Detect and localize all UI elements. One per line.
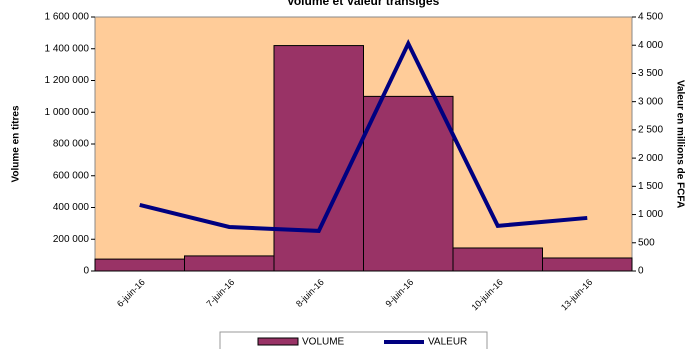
chart-title: Volume et Valeur transigés xyxy=(287,0,440,8)
bar xyxy=(363,95,454,272)
y-tick-label: 1 400 000 xyxy=(45,43,90,54)
legend-label: VOLUME xyxy=(302,337,345,348)
x-tick-label: 13-juin-16 xyxy=(559,277,594,312)
y2-axis-title: Valeur en millions de FCFA xyxy=(674,80,685,208)
y-tick-label: 200 000 xyxy=(53,234,90,245)
x-tick-label: 6-juin-16 xyxy=(115,277,147,309)
bar xyxy=(542,257,633,272)
y2-tick-label: 0 xyxy=(638,266,644,277)
legend-label: VALEUR xyxy=(428,337,467,348)
bar xyxy=(273,45,364,272)
y2-tick-label: 3 500 xyxy=(638,68,663,79)
y2-tick-label: 1 500 xyxy=(638,181,663,192)
y2-tick-label: 2 500 xyxy=(638,125,663,136)
y2-tick-label: 2 000 xyxy=(638,153,663,164)
bar xyxy=(184,255,275,272)
y-tick-label: 1 000 000 xyxy=(45,107,90,118)
y-tick-label: 600 000 xyxy=(53,170,90,181)
bar xyxy=(94,258,185,272)
y-tick-label: 400 000 xyxy=(53,202,90,213)
y2-tick-label: 4 000 xyxy=(638,40,663,51)
y-axis-title: Volume en titres xyxy=(11,105,22,182)
y-tick-label: 0 xyxy=(83,266,89,277)
y2-tick-label: 500 xyxy=(638,237,655,248)
y2-tick-label: 1 000 xyxy=(638,209,663,220)
bar xyxy=(452,247,543,272)
y-tick-label: 800 000 xyxy=(53,139,90,150)
x-tick-label: 9-juin-16 xyxy=(384,277,416,309)
x-tick-label: 7-juin-16 xyxy=(205,277,237,309)
y2-tick-label: 3 000 xyxy=(638,96,663,107)
y-tick-label: 1 200 000 xyxy=(45,75,90,86)
y-tick-label: 1 600 000 xyxy=(45,12,90,23)
legend-swatch xyxy=(257,337,299,346)
x-tick-label: 8-juin-16 xyxy=(294,277,326,309)
line xyxy=(139,38,588,233)
y2-tick-label: 4 500 xyxy=(638,12,663,23)
x-tick-label: 10-juin-16 xyxy=(469,277,504,312)
